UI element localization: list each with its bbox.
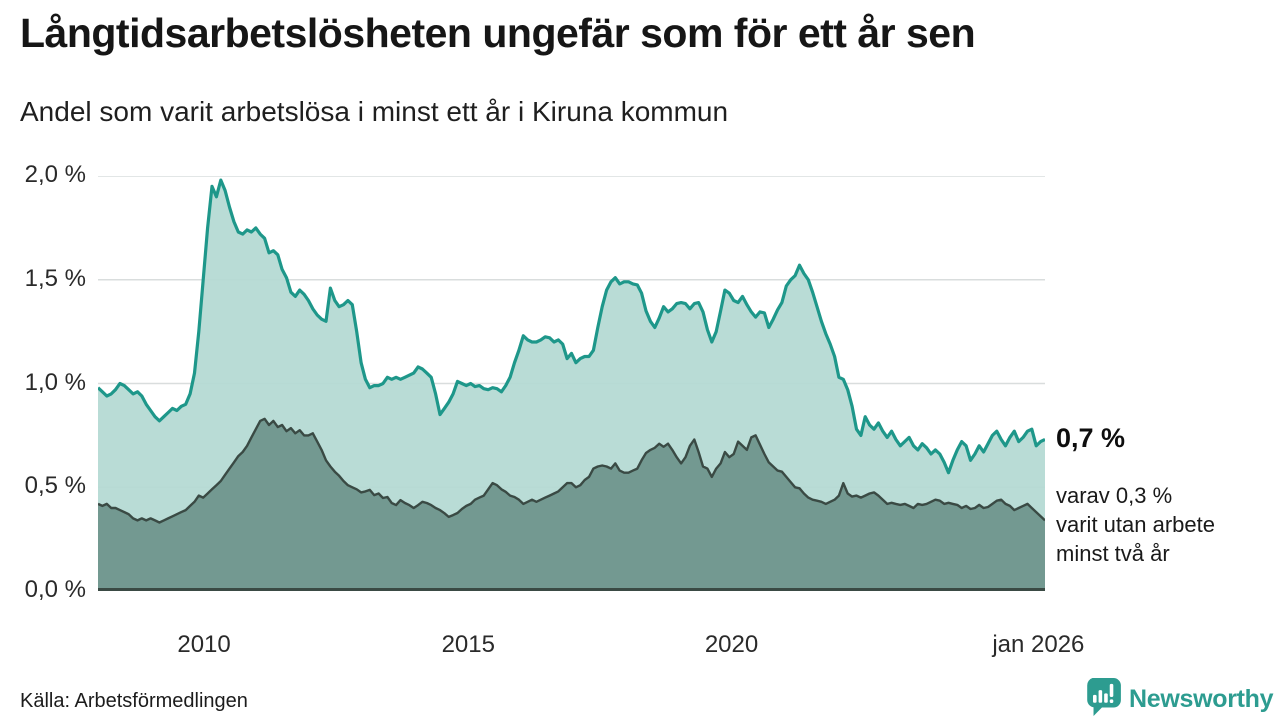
plot-area — [96, 175, 1046, 591]
sub-series-annotation: varav 0,3 % varit utan arbete minst två … — [1056, 481, 1215, 568]
x-axis-label: jan 2026 — [992, 631, 1085, 658]
plot-svg — [96, 175, 1046, 591]
sub-annotation-line-2: varit utan arbete — [1056, 512, 1215, 537]
y-axis-label: 1,0 % — [24, 368, 86, 396]
y-axis-label: 0,0 % — [24, 576, 86, 603]
newsworthy-logo-text: Newsworthy — [1129, 685, 1274, 713]
y-axis-label: 0,5 % — [24, 472, 86, 500]
x-axis-label: 2020 — [704, 631, 759, 658]
x-axis-label: 2010 — [177, 631, 231, 658]
x-axis-label: 2015 — [441, 631, 495, 658]
y-axis-label: 2,0 % — [24, 161, 86, 188]
page-title: Långtidsarbetslösheten ungefär som för e… — [20, 10, 976, 56]
newsworthy-logo-icon — [1084, 677, 1122, 720]
sub-annotation-line-1: varav 0,3 % — [1056, 483, 1173, 508]
y-axis-label: 1,5 % — [24, 264, 86, 292]
chart-subtitle: Andel som varit arbetslösa i minst ett å… — [20, 96, 729, 127]
newsworthy-logo: Newsworthy — [1084, 677, 1274, 720]
end-value-annotation: 0,7 % — [1056, 423, 1126, 453]
source-credit: Källa: Arbetsförmedlingen — [20, 690, 248, 712]
sub-annotation-line-3: minst två år — [1056, 541, 1170, 566]
